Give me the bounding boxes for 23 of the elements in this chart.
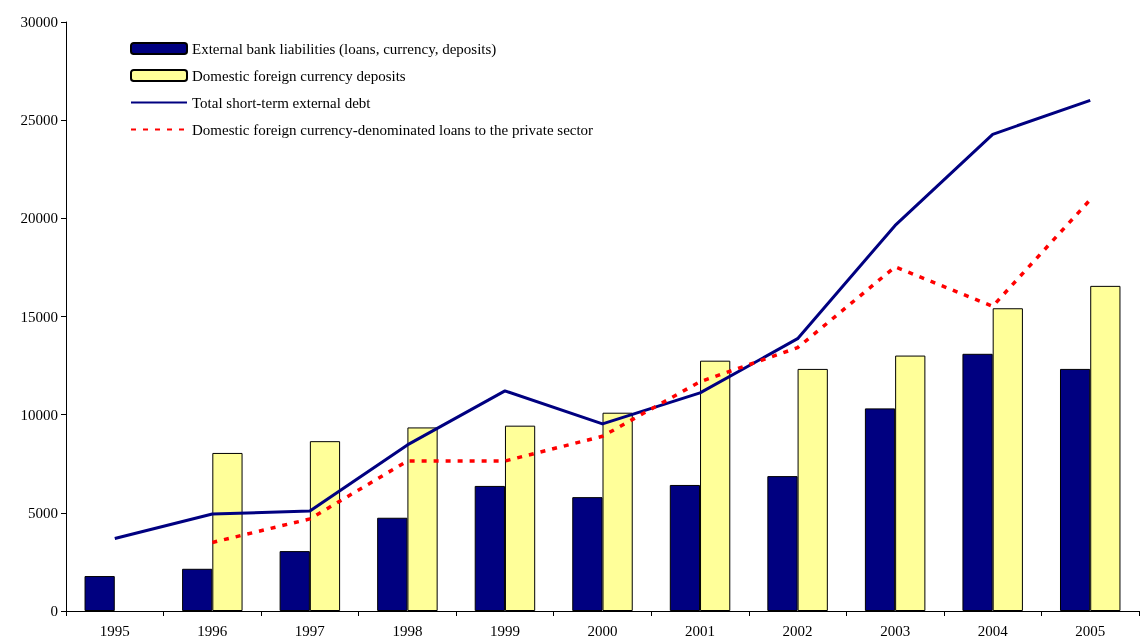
x-tick-label: 2004 <box>977 622 1009 639</box>
x-tick-label: 1999 <box>489 622 520 639</box>
y-tick-label: 25000 <box>20 112 58 129</box>
x-tick-label: 2003 <box>880 622 911 639</box>
y-tick-label: 20000 <box>20 210 58 227</box>
y-tick-label: 15000 <box>20 308 58 325</box>
x-tick-label: 1997 <box>294 622 326 639</box>
y-tick-label: 5000 <box>28 504 58 521</box>
y-tick-label: 0 <box>50 603 58 619</box>
x-tick-label: 1995 <box>99 622 130 639</box>
x-tick-label: 2001 <box>685 622 716 639</box>
x-tick-label: 1996 <box>197 622 228 639</box>
line-series <box>113 98 1092 541</box>
legend-label: Domestic foreign currency-denominated loans to the private sector <box>192 121 594 138</box>
y-tick-label: 30000 <box>20 14 58 30</box>
legend-label: Total short-term external debt <box>192 94 372 111</box>
legend-label: Domestic foreign currency deposits <box>192 67 406 84</box>
legend-label: External bank liabilities (loans, currency, deposits) <box>192 40 497 58</box>
x-tick-label: 2000 <box>587 622 618 639</box>
x-tick-label: 2002 <box>782 622 813 639</box>
y-tick-label: 10000 <box>20 406 58 423</box>
x-tick-label: 2005 <box>1075 622 1106 639</box>
x-tick-label: 1998 <box>392 622 423 639</box>
